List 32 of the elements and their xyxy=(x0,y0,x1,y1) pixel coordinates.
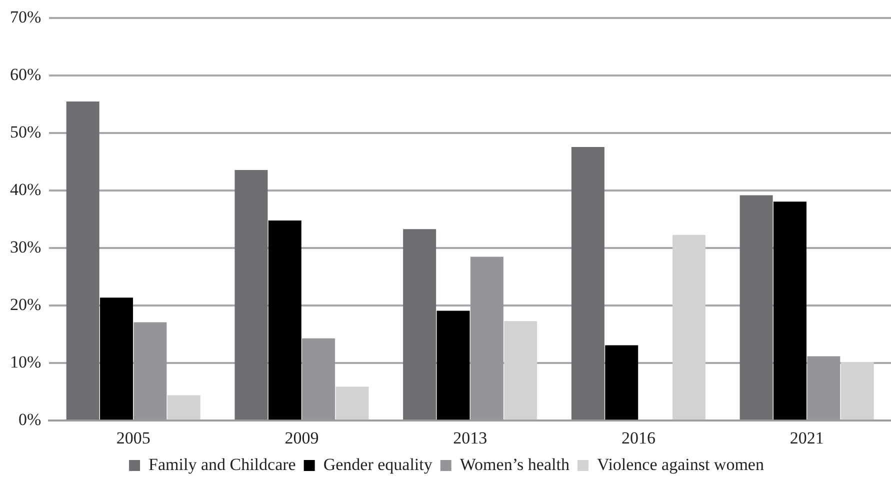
bar xyxy=(167,395,200,420)
bar xyxy=(336,386,369,420)
x-tick-label: 2013 xyxy=(453,428,488,448)
bar xyxy=(504,321,538,420)
bar xyxy=(403,229,436,420)
y-tick-label: 40% xyxy=(10,180,42,200)
legend-label: Gender equality xyxy=(323,454,433,474)
bar xyxy=(840,362,874,420)
y-tick-label: 60% xyxy=(10,65,42,84)
bar xyxy=(100,298,134,420)
y-tick-label: 0% xyxy=(18,410,42,430)
legend-label: Family and Childcare xyxy=(148,454,296,474)
y-tick-label: 50% xyxy=(10,122,42,142)
legend-label: Violence against women xyxy=(596,454,764,474)
bar xyxy=(268,220,302,420)
bar xyxy=(436,310,470,420)
bar xyxy=(672,234,706,420)
x-tick-label: 2021 xyxy=(790,428,824,448)
bar xyxy=(571,146,604,420)
bar xyxy=(740,195,773,420)
x-tick-label: 2016 xyxy=(621,428,656,448)
x-tick-label: 2009 xyxy=(284,428,319,448)
bar xyxy=(605,345,638,420)
bar xyxy=(773,202,806,420)
bar xyxy=(66,102,100,420)
y-tick-label: 70% xyxy=(10,8,42,27)
bar xyxy=(234,170,268,420)
x-tick-label: 2005 xyxy=(116,428,150,448)
legend-label: Women’s health xyxy=(460,454,570,474)
y-tick-label: 20% xyxy=(10,295,42,314)
y-tick-label: 10% xyxy=(10,352,42,372)
y-tick-label: 30% xyxy=(10,238,42,257)
